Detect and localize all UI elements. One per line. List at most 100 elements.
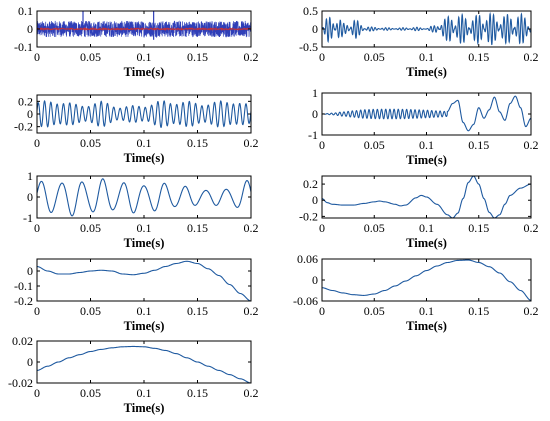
x-tick-label: 0.1 [137,304,152,318]
x-tick-label: 0.2 [244,304,259,318]
x-tick-label: 0.15 [468,138,489,152]
y-tick-label: 0.2 [18,94,33,108]
x-axis-label: Time(s) [406,319,447,333]
x-axis-label: Time(s) [406,236,447,250]
x-tick-label: 0.15 [468,304,489,318]
series-line-1-1 [37,20,251,39]
series-line-6-1 [322,176,531,218]
x-tick-label: 0.05 [80,136,101,150]
y-tick-label: 0.1 [18,4,33,18]
axes-frame [36,175,252,219]
y-tick-label: 0 [27,22,33,36]
y-tick-label: -0.1 [14,279,33,293]
x-tick-label: 0 [319,221,325,235]
x-tick-label: 0.15 [468,50,489,64]
y-tick-label: 0 [312,22,318,36]
y-tick-label: 0 [312,273,318,287]
x-tick-label: 0.15 [187,136,208,150]
y-tick-label: -1 [308,128,318,142]
x-tick-label: 0.05 [80,221,101,235]
x-tick-label: 0.15 [468,221,489,235]
x-tick-label: 0.05 [80,386,101,400]
x-axis-label: Time(s) [124,401,165,415]
y-tick-label: 0 [312,193,318,207]
y-tick-label: 0 [27,190,33,204]
x-tick-label: 0.15 [187,50,208,64]
x-tick-label: 0.05 [364,221,385,235]
series-line-7-1 [37,260,251,301]
x-tick-label: 0 [319,50,325,64]
x-tick-label: 0.1 [137,221,152,235]
y-tick-label: -0.5 [299,40,318,54]
y-tick-label: 0 [312,107,318,121]
x-tick-label: 0.2 [524,221,539,235]
y-tick-label: 0.5 [303,4,318,18]
x-tick-label: 0.1 [419,221,434,235]
x-tick-label: 0 [34,386,40,400]
series-line-9-1 [37,345,251,383]
y-tick-label: 0 [27,107,33,121]
y-tick-label: 0 [27,355,33,369]
x-axis-label: Time(s) [124,319,165,333]
series-line-8-1 [322,259,531,301]
y-tick-label: -0.1 [14,40,33,54]
x-tick-label: 0.1 [419,138,434,152]
y-tick-label: 0.02 [12,334,33,348]
y-tick-label: 0.06 [297,252,318,266]
x-tick-label: 0.05 [80,304,101,318]
x-tick-label: 0 [319,304,325,318]
series-line-3-1 [37,100,251,128]
y-tick-label: 0.2 [303,177,318,191]
y-tick-label: -0.2 [14,120,33,134]
x-tick-label: 0.1 [419,50,434,64]
y-tick-label: -0.2 [14,294,33,308]
x-tick-label: 0.15 [187,304,208,318]
y-tick-label: -1 [23,211,33,225]
x-tick-label: 0.2 [524,304,539,318]
x-axis-label: Time(s) [124,236,165,250]
series-line-2-1 [322,11,531,46]
y-tick-label: 0 [27,264,33,278]
x-tick-label: 0.2 [244,386,259,400]
subplot-7: 0 0.05 0.1 0.15 0.2 0-0.1-0.2 Time(s) [14,258,259,333]
x-tick-label: 0.05 [364,138,385,152]
x-tick-label: 0.15 [187,386,208,400]
x-tick-label: 0 [34,136,40,150]
x-tick-label: 0.05 [80,50,101,64]
series-line-1-2 [37,27,251,32]
series-line-4-1 [322,95,531,132]
y-tick-label: 1 [312,86,318,100]
x-axis-label: Time(s) [124,65,165,79]
x-tick-label: 0.1 [137,136,152,150]
x-tick-label: 0 [34,221,40,235]
x-tick-label: 0.2 [244,221,259,235]
x-tick-label: 0 [34,50,40,64]
x-tick-label: 0.1 [137,50,152,64]
y-tick-label: 1 [27,169,33,183]
x-tick-label: 0.05 [364,50,385,64]
x-tick-label: 0.1 [137,386,152,400]
x-tick-label: 0.1 [419,304,434,318]
x-tick-label: 0.2 [524,50,539,64]
axes-frame [36,258,252,302]
x-tick-label: 0.2 [244,50,259,64]
x-tick-label: 0.05 [364,304,385,318]
series-line-5-1 [37,178,251,217]
x-tick-label: 0 [34,304,40,318]
x-axis-label: Time(s) [406,153,447,167]
x-axis-label: Time(s) [124,151,165,165]
y-tick-label: -0.06 [293,294,318,308]
y-tick-label: -0.2 [299,209,318,223]
x-tick-label: 0.2 [244,136,259,150]
x-tick-label: 0.2 [524,138,539,152]
x-axis-label: Time(s) [406,65,447,79]
x-tick-label: 0 [319,138,325,152]
